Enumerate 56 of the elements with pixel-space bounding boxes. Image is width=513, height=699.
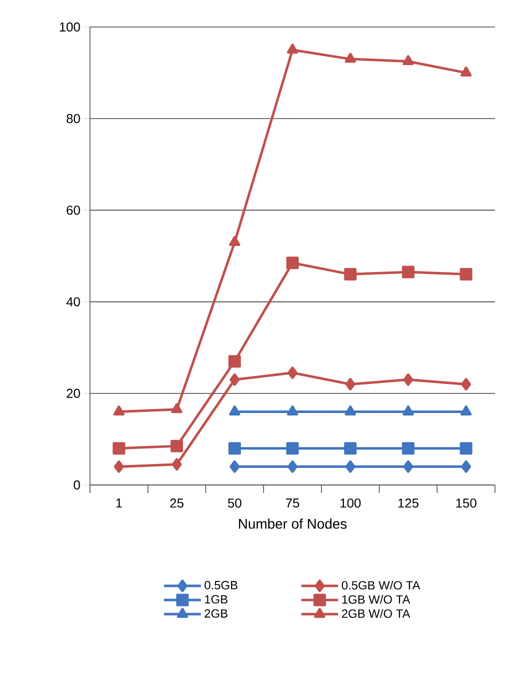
y-tick-label: 60: [66, 206, 80, 215]
point: [228, 355, 241, 368]
point: [229, 236, 240, 246]
point: [344, 442, 357, 455]
point: [461, 378, 472, 390]
point: [286, 256, 299, 270]
point: [344, 405, 356, 416]
y-tick-label: 100: [60, 22, 80, 32]
point: [230, 460, 240, 473]
point: [460, 268, 472, 281]
point: [460, 66, 472, 77]
legend-label: 0.5GB W/O TA: [342, 580, 420, 590]
point: [172, 458, 182, 471]
point: [230, 373, 240, 386]
point: [403, 373, 414, 386]
y-tick-label: 40: [66, 297, 80, 306]
point: [403, 460, 414, 473]
point: [402, 266, 414, 278]
point: [228, 442, 241, 455]
point: [286, 405, 298, 416]
point: [229, 405, 240, 416]
point: [112, 442, 126, 455]
x-tick-label: 150: [456, 498, 476, 508]
point: [114, 460, 124, 473]
point: [344, 268, 357, 281]
point: [171, 403, 182, 414]
legend-label: 2GB: [204, 609, 228, 618]
point: [460, 405, 472, 416]
legend-label: 1GB W/O TA: [342, 594, 410, 604]
point: [345, 378, 356, 390]
point: [345, 460, 356, 473]
point: [286, 44, 298, 54]
x-tick-label: 50: [228, 498, 242, 508]
point: [461, 460, 472, 473]
point: [170, 440, 184, 452]
y-tick-label: 0: [74, 480, 80, 490]
x-tick-label: 100: [340, 498, 361, 508]
x-tick-label: 1: [116, 498, 122, 508]
point: [286, 442, 299, 455]
point: [402, 442, 414, 455]
point: [460, 442, 472, 455]
y-tick-label: 20: [66, 388, 80, 398]
point: [287, 460, 298, 473]
point: [402, 405, 414, 416]
y-tick-label: 80: [66, 114, 80, 124]
legend-label: 1GB: [205, 595, 228, 604]
point: [113, 405, 125, 416]
point: [402, 55, 414, 66]
point: [287, 366, 298, 380]
x-axis-title: Number of Nodes: [238, 518, 347, 529]
legend-label: 2GB W/O TA: [342, 609, 410, 618]
point: [344, 52, 356, 63]
x-tick-label: 125: [398, 498, 418, 508]
legend-label: 0.5GB: [204, 580, 238, 590]
x-tick-label: 75: [286, 498, 300, 508]
x-tick-label: 25: [170, 498, 184, 508]
